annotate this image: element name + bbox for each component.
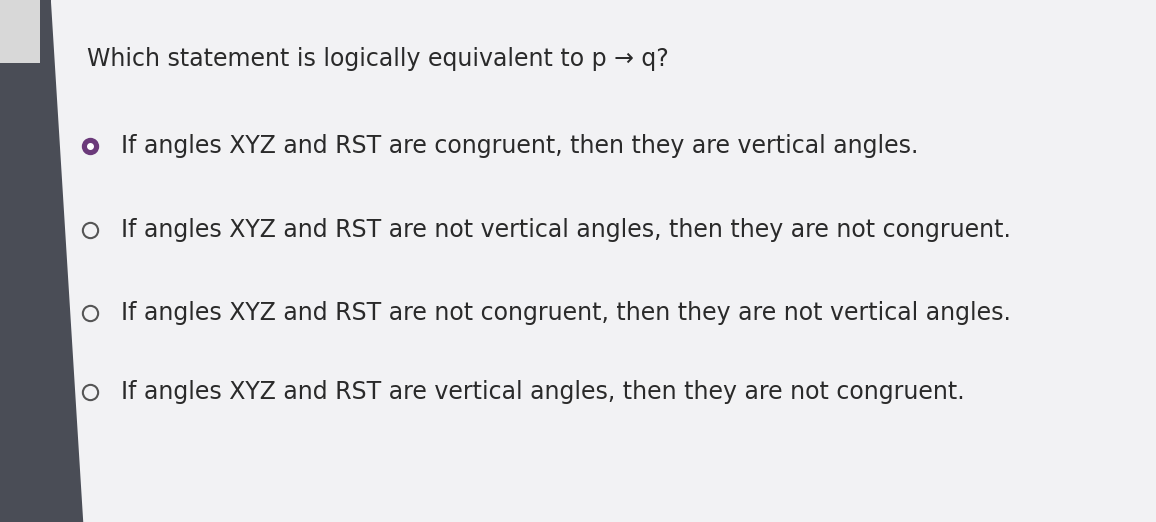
Text: If angles XYZ and RST are not congruent, then they are not vertical angles.: If angles XYZ and RST are not congruent,… — [121, 301, 1012, 325]
Polygon shape — [51, 0, 1156, 522]
Text: Which statement is logically equivalent to p → q?: Which statement is logically equivalent … — [87, 47, 668, 71]
Text: If angles XYZ and RST are congruent, then they are vertical angles.: If angles XYZ and RST are congruent, the… — [121, 134, 919, 158]
Text: If angles XYZ and RST are not vertical angles, then they are not congruent.: If angles XYZ and RST are not vertical a… — [121, 218, 1012, 242]
Text: If angles XYZ and RST are vertical angles, then they are not congruent.: If angles XYZ and RST are vertical angle… — [121, 379, 965, 404]
Bar — [0, 0, 40, 63]
Polygon shape — [0, 0, 83, 522]
